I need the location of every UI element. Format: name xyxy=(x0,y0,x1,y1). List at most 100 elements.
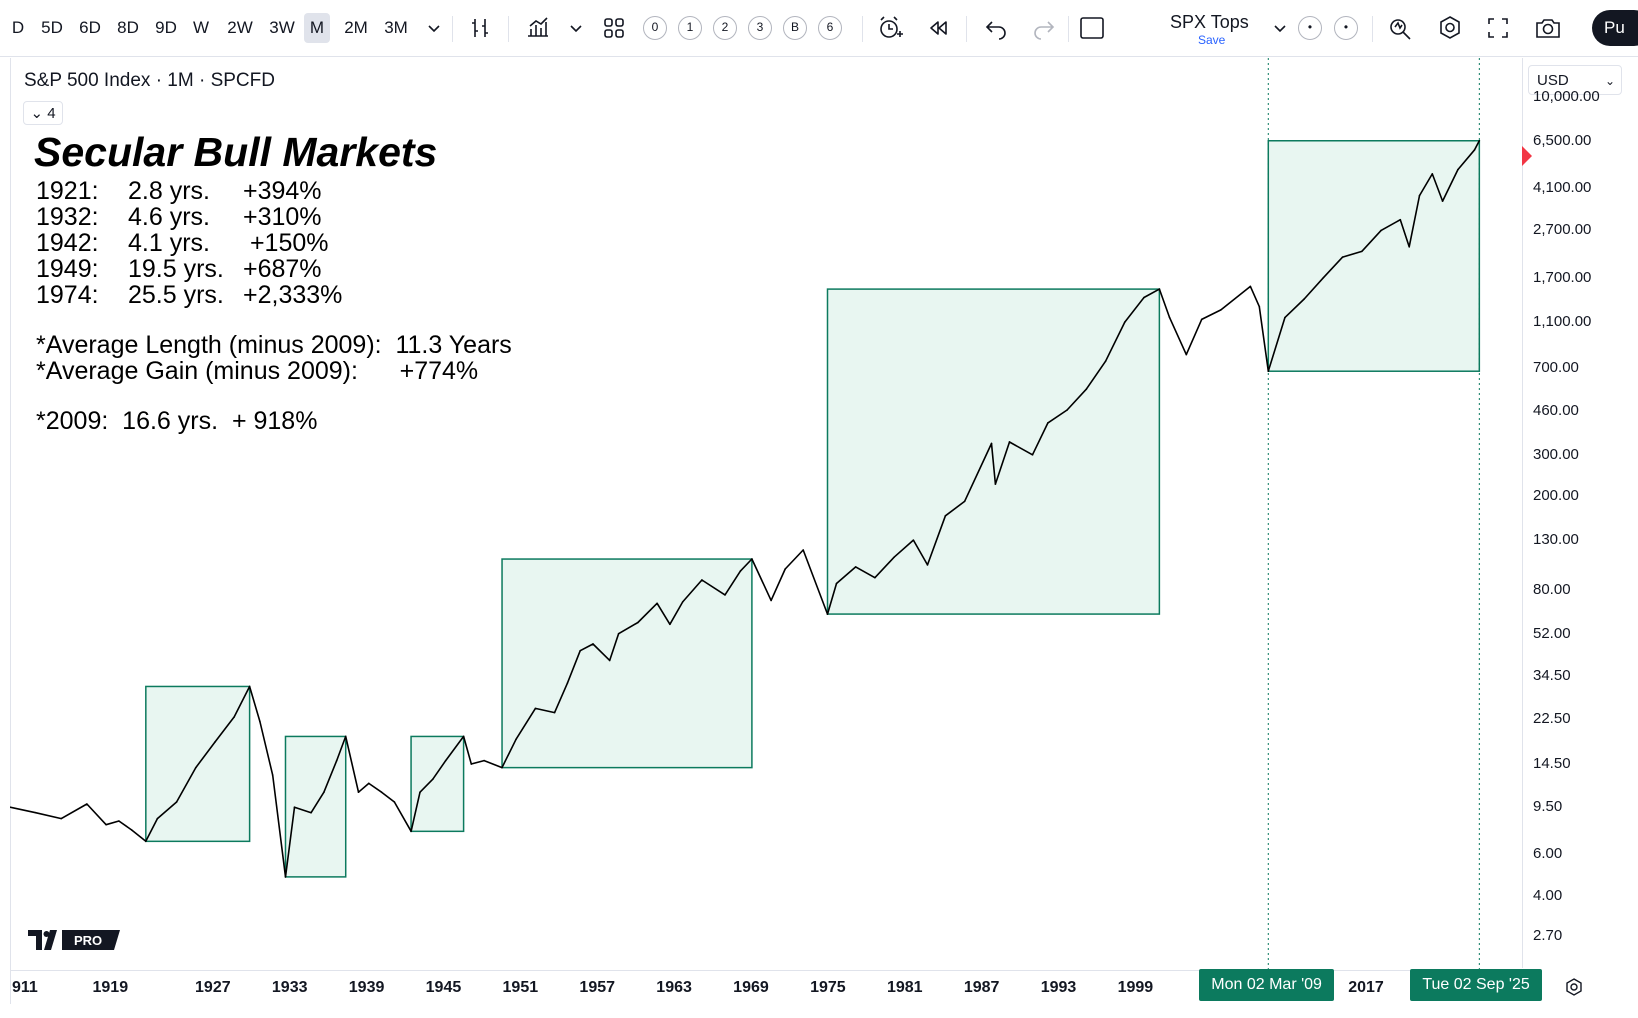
price-label: 52.00 xyxy=(1533,624,1571,642)
dot-icon[interactable]: • xyxy=(1298,16,1322,40)
settings-icon[interactable] xyxy=(1436,14,1464,42)
stat-row: 1932: 4.6 yrs. +310% xyxy=(36,204,512,230)
price-label: 4,100.00 xyxy=(1533,178,1592,196)
price-label: 22.50 xyxy=(1533,710,1571,728)
interval-9d[interactable]: 9D xyxy=(155,18,177,37)
time-label: 1999 xyxy=(1117,979,1154,996)
indicator-toggle[interactable]: ⌄ 4 xyxy=(23,101,63,125)
price-point xyxy=(1143,296,1145,299)
price-point xyxy=(483,759,485,762)
time-label: 1919 xyxy=(92,979,129,996)
price-point xyxy=(34,811,37,814)
price-point xyxy=(1066,409,1068,411)
price-point xyxy=(963,500,966,503)
price-point xyxy=(1158,288,1161,290)
price-label: 10,000.00 xyxy=(1533,87,1600,105)
price-point xyxy=(156,817,159,820)
secular-bull-box[interactable] xyxy=(826,288,1161,615)
layout-icon[interactable] xyxy=(1078,14,1106,42)
price-point xyxy=(826,613,829,615)
toolbar-divider xyxy=(452,16,453,42)
publish-button[interactable]: Pu xyxy=(1592,10,1638,46)
fullscreen-icon[interactable] xyxy=(1484,14,1512,42)
stat-length: 2.8 yrs. xyxy=(128,177,210,205)
price-point xyxy=(1168,316,1171,319)
price-point xyxy=(874,576,876,579)
chevron-down-icon[interactable] xyxy=(562,14,590,42)
bar-style-icon[interactable] xyxy=(466,14,494,42)
stat-length: 4.6 yrs. xyxy=(128,203,210,231)
price-point xyxy=(393,801,396,803)
hotkey-layout-2[interactable]: 2 xyxy=(713,16,737,40)
price-chart[interactable] xyxy=(10,58,1522,970)
secular-bull-box[interactable] xyxy=(410,735,465,833)
hotkey-layout-3[interactable]: 3 xyxy=(748,16,772,40)
hotkey-layout-0[interactable]: 0 xyxy=(643,16,667,40)
redo-icon[interactable] xyxy=(1030,14,1058,42)
time-label: 1945 xyxy=(425,979,462,996)
price-point xyxy=(534,707,537,710)
templates-icon[interactable] xyxy=(600,14,628,42)
layout-name[interactable]: SPX Tops xyxy=(1170,12,1249,32)
dot-icon[interactable]: • xyxy=(1334,16,1358,40)
price-label: 2.70 xyxy=(1533,926,1563,944)
time-label: 1981 xyxy=(886,979,923,996)
indicators-icon[interactable] xyxy=(524,14,552,42)
secular-bull-box[interactable] xyxy=(501,558,753,769)
undo-icon[interactable] xyxy=(982,14,1010,42)
interval-d[interactable]: D xyxy=(11,18,25,37)
interval-3w[interactable]: 3W xyxy=(269,18,295,37)
currency-value: USD xyxy=(1537,72,1569,89)
price-line[interactable] xyxy=(10,140,1481,878)
stat-year: 1921: xyxy=(36,177,99,205)
replay-icon[interactable] xyxy=(924,14,952,42)
price-label: 6,500.00 xyxy=(1533,131,1592,149)
layout-save-link[interactable]: Save xyxy=(1198,33,1226,47)
time-label: 1927 xyxy=(195,979,231,996)
price-point xyxy=(1361,250,1363,253)
chevron-down-icon[interactable] xyxy=(420,14,448,42)
price-point xyxy=(784,568,787,570)
price-point xyxy=(1341,256,1344,258)
time-label: 1993 xyxy=(1040,979,1077,996)
interval-3m[interactable]: 3M xyxy=(384,18,408,37)
magnet-icon[interactable] xyxy=(1386,14,1414,42)
symbol-title[interactable]: S&P 500 Index · 1M · SPCFD xyxy=(24,70,275,91)
price-axis[interactable] xyxy=(1522,58,1638,968)
axis-settings-icon[interactable] xyxy=(1564,977,1584,997)
hotkey-layout-6[interactable]: 6 xyxy=(818,16,842,40)
stat-row: 1942: 4.1 yrs. +150% xyxy=(36,230,512,256)
price-point xyxy=(1380,229,1382,232)
interval-w[interactable]: W xyxy=(192,18,210,37)
interval-2w[interactable]: 2W xyxy=(227,18,253,37)
price-point xyxy=(1399,218,1402,221)
chevron-down-icon[interactable] xyxy=(1266,14,1294,42)
price-point xyxy=(637,621,639,624)
time-axis[interactable] xyxy=(10,970,1522,1005)
price-point xyxy=(994,483,997,485)
price-point xyxy=(926,564,929,566)
alert-icon[interactable] xyxy=(876,14,904,42)
interval-6d[interactable]: 6D xyxy=(79,18,101,37)
price-point xyxy=(1457,168,1459,171)
price-label: 2,700.00 xyxy=(1533,221,1592,239)
interval-m[interactable]: M xyxy=(304,13,330,43)
currency-select[interactable]: USD ⌄ xyxy=(1528,65,1622,95)
price-label: 130.00 xyxy=(1533,531,1579,549)
camera-icon[interactable] xyxy=(1534,14,1562,42)
interval-8d[interactable]: 8D xyxy=(117,18,139,37)
interval-2m[interactable]: 2M xyxy=(344,18,368,37)
price-point xyxy=(1123,321,1126,323)
watermark-label: PRO xyxy=(74,933,102,948)
hotkey-layout-b[interactable]: B xyxy=(783,16,807,40)
time-label: 911 xyxy=(12,979,38,996)
price-point xyxy=(566,682,569,685)
interval-5d[interactable]: 5D xyxy=(41,18,63,37)
secular-bull-box[interactable] xyxy=(1267,140,1481,372)
time-label: 1975 xyxy=(810,979,846,996)
price-point xyxy=(194,766,197,769)
price-label: 1,700.00 xyxy=(1533,268,1592,286)
price-point xyxy=(592,643,594,645)
price-point xyxy=(344,735,347,738)
hotkey-layout-1[interactable]: 1 xyxy=(678,16,702,40)
